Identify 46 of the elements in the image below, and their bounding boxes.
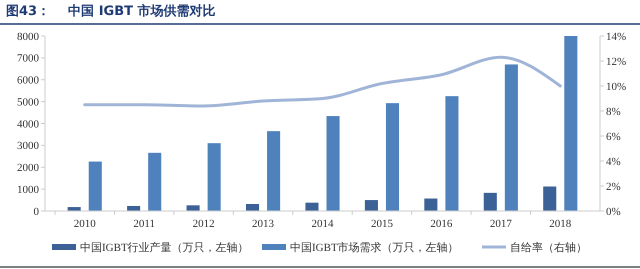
y2-tick-label: 8% (606, 106, 621, 118)
chart-title: 图43： 中国 IGBT 市场供需对比 (6, 3, 216, 19)
bar (424, 198, 438, 211)
bar (208, 143, 221, 211)
legend-label: 中国IGBT市场需求（万只，左轴） (290, 240, 459, 254)
y-tick-label: 4000 (17, 118, 40, 130)
y-tick-label: 5000 (17, 96, 40, 108)
bar (364, 200, 378, 211)
bar (246, 204, 260, 211)
x-tick-label: 2018 (549, 218, 572, 230)
y-tick-label: 3000 (17, 140, 40, 152)
y-tick-label: 2000 (17, 162, 40, 174)
y2-tick-label: 6% (606, 130, 621, 143)
y-tick-label: 1000 (17, 184, 40, 196)
y2-tick-label: 2% (606, 180, 621, 193)
bar (267, 131, 280, 211)
x-tick-label: 2010 (74, 218, 96, 230)
x-tick-label: 2017 (490, 218, 512, 230)
y-tick-label: 8000 (17, 30, 40, 43)
x-tick-label: 2014 (312, 218, 334, 230)
x-tick-label: 2013 (252, 218, 275, 230)
bar (88, 162, 102, 211)
y-tick-label: 6000 (17, 74, 40, 87)
bar (326, 116, 340, 211)
line-series (83, 56, 562, 108)
y-tick-label: 0 (34, 206, 40, 218)
bar (504, 64, 518, 211)
legend-label: 自给率（右轴） (510, 240, 587, 254)
x-tick-label: 2011 (133, 218, 155, 230)
bar (386, 103, 400, 211)
y2-tick-label: 12% (606, 56, 626, 68)
bar (148, 152, 162, 211)
x-tick-label: 2016 (430, 218, 453, 230)
x-tick-label: 2015 (370, 218, 394, 230)
x-tick-label: 2012 (192, 218, 215, 230)
bar (484, 192, 497, 211)
bar (564, 36, 578, 211)
y2-tick-label: 10% (606, 80, 626, 93)
bar (543, 186, 556, 211)
bar (305, 202, 318, 211)
y-tick-label: 7000 (17, 52, 40, 65)
legend-label: 中国IGBT行业产量（万只，左轴） (80, 240, 249, 254)
y2-tick-label: 0% (606, 206, 621, 218)
y2-tick-label: 14% (606, 30, 626, 43)
y2-tick-label: 4% (606, 156, 621, 168)
bar (445, 96, 458, 211)
